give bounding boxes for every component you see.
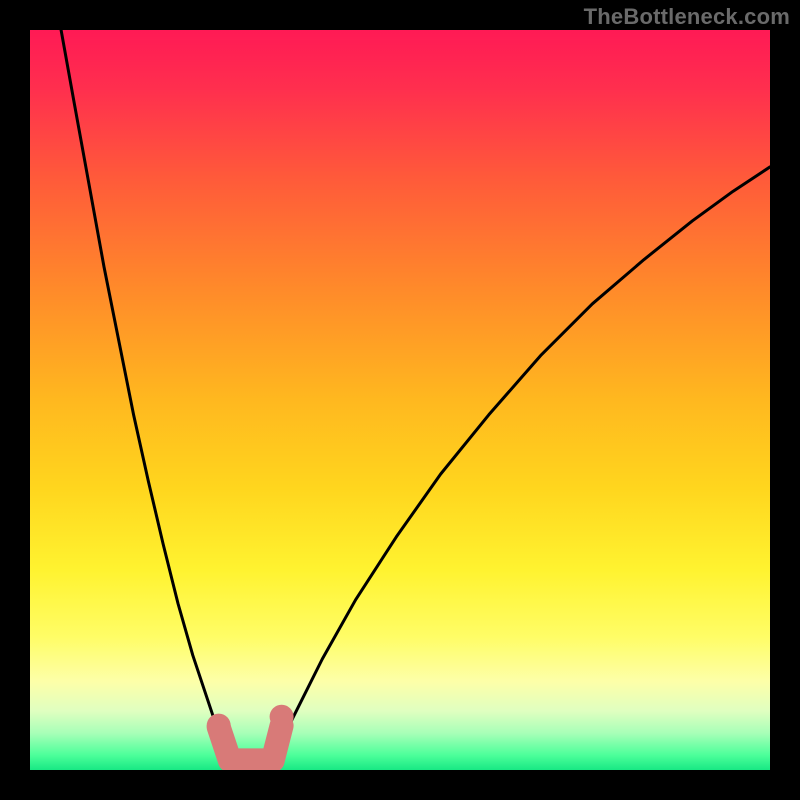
chart-container: TheBottleneck.com: [0, 0, 800, 800]
watermark-text: TheBottleneck.com: [584, 4, 790, 30]
bottleneck-chart: [30, 30, 770, 770]
chart-svg: [30, 30, 770, 770]
